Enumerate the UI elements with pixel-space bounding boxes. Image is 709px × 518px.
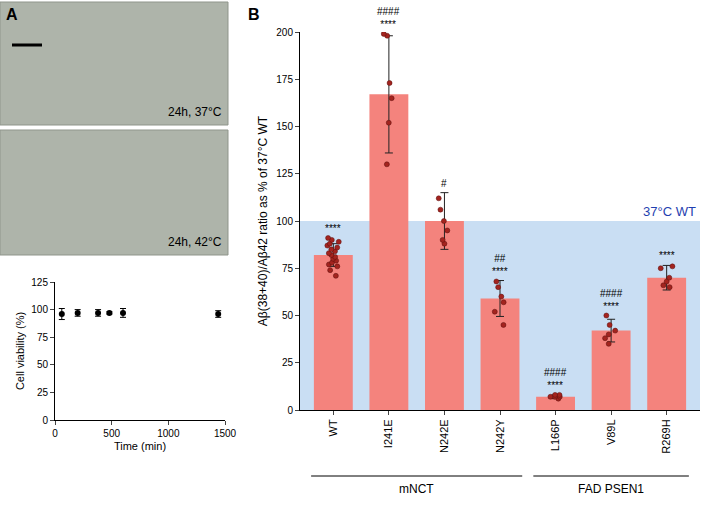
svg-text:####****: ####**** (377, 6, 400, 30)
svg-text:##****: ##**** (492, 253, 508, 277)
svg-text:A: A (6, 6, 18, 23)
svg-text:V89L: V89L (605, 419, 617, 445)
svg-text:FAD PSEN1: FAD PSEN1 (578, 482, 644, 496)
svg-text:0: 0 (42, 415, 48, 426)
svg-text:Aβ(38+40)/Aβ42 ratio as % of 3: Aβ(38+40)/Aβ42 ratio as % of 37°C WT (256, 115, 270, 326)
svg-text:Time (min): Time (min) (114, 440, 166, 452)
svg-text:mNCT: mNCT (399, 482, 434, 496)
svg-text:WT: WT (327, 419, 339, 436)
svg-text:1000: 1000 (157, 428, 180, 439)
svg-text:75: 75 (37, 332, 49, 343)
svg-text:N242E: N242E (438, 419, 450, 453)
svg-text:125: 125 (276, 168, 293, 179)
svg-text:24h, 37°C: 24h, 37°C (168, 105, 222, 119)
svg-text:****: **** (325, 223, 341, 234)
svg-text:100: 100 (276, 216, 293, 227)
svg-text:37°C WT: 37°C WT (643, 204, 696, 219)
svg-text:175: 175 (276, 74, 293, 85)
svg-text:Cell viability (%): Cell viability (%) (14, 312, 26, 390)
svg-text:25: 25 (37, 387, 49, 398)
svg-text:1500: 1500 (214, 428, 237, 439)
svg-text:####****: ####**** (600, 288, 623, 312)
svg-text:####****: ####**** (544, 367, 567, 391)
svg-text:100: 100 (31, 304, 48, 315)
svg-text:50: 50 (282, 310, 294, 321)
svg-text:N242Y: N242Y (494, 419, 506, 453)
svg-text:24h, 42°C: 24h, 42°C (168, 235, 222, 249)
svg-text:125: 125 (31, 277, 48, 288)
svg-text:L166P: L166P (549, 419, 561, 451)
svg-text:0: 0 (287, 405, 293, 416)
svg-text:500: 500 (103, 428, 120, 439)
svg-text:75: 75 (282, 263, 294, 274)
svg-text:R269H: R269H (660, 419, 672, 453)
svg-text:150: 150 (276, 121, 293, 132)
svg-text:****: **** (659, 250, 675, 261)
svg-text:#: # (441, 178, 447, 189)
svg-text:25: 25 (282, 357, 294, 368)
svg-text:B: B (248, 6, 260, 23)
svg-text:200: 200 (276, 27, 293, 38)
svg-text:50: 50 (37, 359, 49, 370)
svg-text:I241E: I241E (382, 419, 394, 448)
svg-text:0: 0 (52, 428, 58, 439)
